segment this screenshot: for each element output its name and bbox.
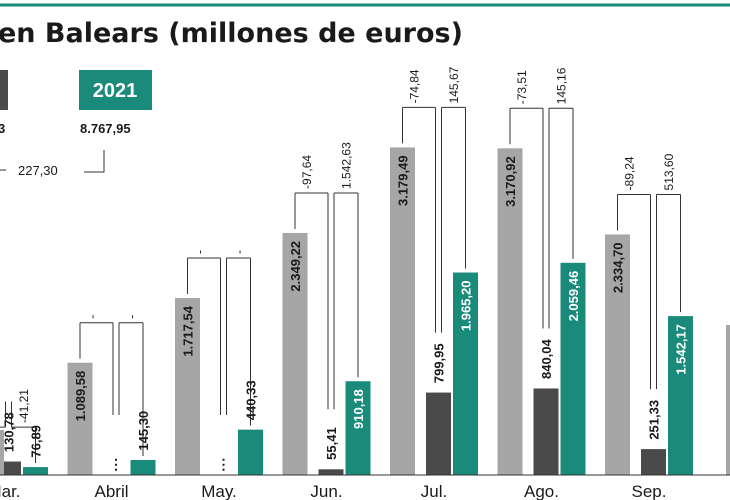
bar-2019-next-partial — [726, 325, 730, 475]
label-2019-4: 3.179,49 — [396, 155, 411, 206]
variation-2-0: - — [193, 250, 207, 254]
label-2020-1: ⋮ — [109, 456, 123, 472]
label-2021-1: 145,30 — [136, 411, 151, 451]
bar-2019-2 — [175, 298, 200, 475]
bar-2020-0 — [0, 461, 21, 475]
bar-2019-3 — [282, 232, 308, 475]
bar-2021-6 — [668, 316, 693, 475]
bar-2021-2 — [238, 429, 263, 475]
label-2021-4: 1.965,20 — [459, 281, 474, 332]
chart-title: en Balears (millones de euros) — [0, 18, 463, 49]
label-2020-3: 55,41 — [324, 427, 339, 460]
labels-layer: 130,78 76,89 1.089,58 ⋮ 145,30 1.717,54 ⋮ 440,3… — [2, 155, 689, 472]
label-2021-6: 1.542,17 — [674, 324, 689, 375]
label-2019-5: 3.170,92 — [503, 156, 518, 207]
label-2020-2: ⋮ — [217, 456, 231, 472]
bar-2019-6 — [605, 234, 630, 475]
variation-3-1: 1.542,63 — [340, 142, 354, 189]
variation-0-1: -41,21 — [17, 389, 31, 423]
legend-2021-swatch — [79, 70, 152, 110]
label-2021-3: 910,18 — [351, 389, 366, 429]
variation-4-1: 145,67 — [447, 66, 461, 103]
label-2020-4: 799,95 — [432, 343, 447, 383]
axis-layer: Mar. Abril May. Jun. Jul. Ago. Sep. — [0, 474, 730, 500]
bar-2019-prev-partial — [0, 430, 4, 475]
variation-5-0: -73,51 — [515, 70, 529, 104]
legend-connector — [84, 150, 105, 173]
x-tick-0: Mar. — [0, 482, 21, 500]
legend-2021-label: 2021 — [93, 80, 138, 102]
label-2019-6: 2.334,70 — [611, 242, 626, 293]
x-tick-5: Ago. — [524, 482, 559, 500]
bar-2021-5 — [560, 262, 586, 475]
bar-2021-0 — [23, 467, 48, 475]
label-2021-0: 76,89 — [29, 425, 44, 458]
variation-5-1: 145,16 — [555, 67, 569, 104]
variation-1-0: - — [85, 315, 99, 319]
legend-variation-total: 227,30 — [18, 163, 58, 178]
bar-2019-4 — [390, 147, 415, 475]
variation-4-0: -74,84 — [408, 69, 422, 103]
label-2019-3: 2.349,22 — [288, 241, 303, 292]
brackets-layer: -69,38-41,21-----97,641.542,63-74,84145,… — [0, 66, 681, 464]
variation-6-0: -89,24 — [623, 156, 637, 190]
label-2021-5: 2.059,46 — [566, 271, 581, 322]
variation-6-1: 513,60 — [662, 153, 676, 190]
label-2019-2: 1.717,54 — [181, 305, 196, 356]
variation-1-1: - — [125, 315, 139, 319]
label-2021-2: 440,33 — [244, 380, 259, 420]
label-2020-0: 130,78 — [2, 412, 17, 452]
x-tick-4: Jul. — [421, 482, 447, 500]
bars-layer — [0, 147, 730, 476]
x-tick-3: Jun. — [310, 482, 342, 500]
bar-2021-3 — [345, 381, 371, 475]
x-tick-1: Abril — [94, 482, 128, 500]
bar-2020-3 — [318, 469, 344, 475]
variation-2-1: - — [232, 250, 246, 254]
legend-2021-total: 8.767,95 — [80, 121, 131, 136]
x-tick-6: Sep. — [632, 482, 667, 500]
bar-2020-4 — [426, 392, 451, 475]
bar-2019-5 — [497, 148, 523, 476]
legend-partial-total: 3 — [0, 121, 5, 136]
label-2020-5: 840,04 — [539, 338, 554, 379]
label-2020-6: 251,33 — [647, 400, 662, 440]
bar-2020-5 — [533, 388, 559, 475]
bar-2020-6 — [641, 449, 666, 475]
bar-2019-1 — [67, 362, 93, 475]
bar-2021-4 — [453, 272, 478, 475]
bar-2021-1 — [130, 460, 156, 475]
label-2019-1: 1.089,58 — [73, 371, 88, 422]
variation-3-0: -97,64 — [300, 155, 314, 189]
x-tick-2: May. — [201, 482, 237, 500]
legend-2020-swatch — [0, 70, 8, 110]
